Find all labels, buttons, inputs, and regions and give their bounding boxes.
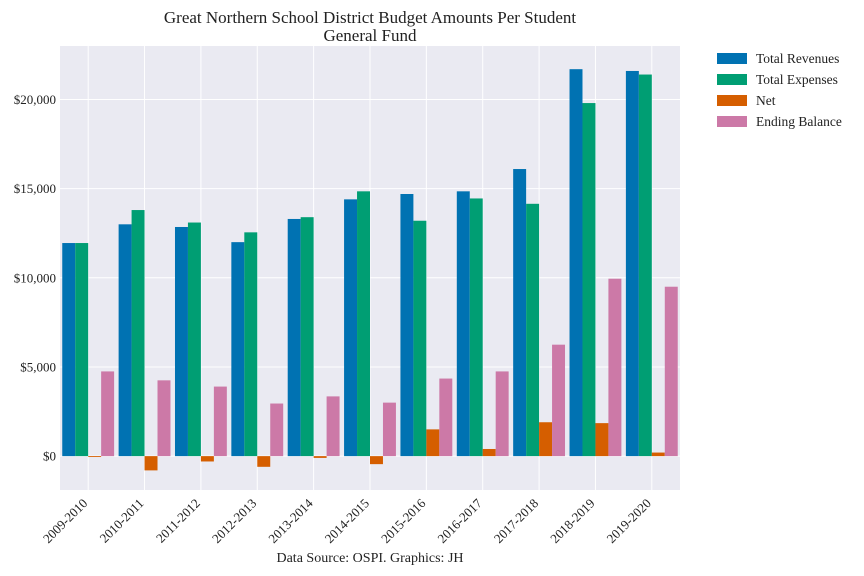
- bar-net: [144, 456, 158, 471]
- bar-ending-balance: [552, 344, 566, 457]
- legend-label: Net: [756, 93, 776, 108]
- x-tick-label: 2015-2016: [378, 495, 429, 546]
- legend-swatch: [717, 74, 747, 85]
- bar-ending-balance: [664, 286, 678, 457]
- bar-net: [595, 423, 609, 457]
- legend-label: Total Revenues: [756, 51, 839, 66]
- bar-net: [539, 422, 553, 457]
- bar-total-revenues: [625, 70, 639, 457]
- bar-ending-balance: [213, 386, 227, 457]
- legend-swatch: [717, 95, 747, 106]
- bar-total-expenses: [469, 198, 483, 457]
- bar-ending-balance: [608, 278, 622, 457]
- x-tick-label: 2010-2011: [97, 496, 147, 546]
- x-tick-label: 2019-2020: [603, 496, 653, 546]
- bar-ending-balance: [382, 402, 396, 457]
- bar-net: [257, 456, 271, 467]
- bar-ending-balance: [326, 396, 340, 457]
- legend-swatch: [717, 53, 747, 64]
- legend-label: Ending Balance: [756, 114, 842, 129]
- bar-total-revenues: [344, 199, 358, 457]
- bar-total-expenses: [638, 74, 652, 457]
- bar-total-revenues: [569, 69, 583, 457]
- x-tick-label: 2017-2018: [491, 496, 541, 546]
- bar-total-revenues: [174, 226, 188, 457]
- bar-ending-balance: [495, 371, 509, 457]
- y-tick-label: $20,000: [14, 92, 56, 107]
- y-axis-ticks: $0 $5,000 $10,000 $15,000 $20,000: [14, 92, 56, 464]
- bar-total-revenues: [62, 243, 76, 457]
- bar-total-revenues: [118, 224, 132, 457]
- bar-total-revenues: [287, 218, 301, 457]
- bar-net: [88, 456, 102, 458]
- bars-group: [62, 69, 678, 471]
- bar-total-revenues: [400, 194, 414, 457]
- bar-net: [651, 452, 665, 457]
- bar-net: [200, 456, 214, 462]
- x-tick-label: 2012-2013: [209, 496, 259, 546]
- bar-ending-balance: [101, 371, 115, 457]
- bar-total-revenues: [231, 242, 245, 457]
- bar-total-expenses: [357, 191, 370, 457]
- x-tick-label: 2016-2017: [434, 495, 485, 546]
- bar-total-expenses: [526, 203, 540, 457]
- bar-total-revenues: [513, 169, 527, 457]
- x-tick-label: 2009-2010: [40, 496, 90, 546]
- chart-title: Great Northern School District Budget Am…: [164, 8, 576, 27]
- bar-total-revenues: [456, 191, 470, 457]
- source-note: Data Source: OSPI. Graphics: JH: [276, 551, 463, 566]
- bar-total-expenses: [75, 243, 89, 457]
- chart-subtitle: General Fund: [323, 26, 417, 45]
- legend: Total Revenues Total Expenses Net Ending Ba…: [717, 51, 842, 129]
- x-axis-ticks: 2009-2010 2010-2011 2011-2012 2012-2013 2013…: [40, 495, 654, 546]
- bar-total-expenses: [187, 222, 201, 457]
- bar-net: [370, 456, 383, 465]
- legend-label: Total Expenses: [756, 72, 838, 87]
- bar-net: [426, 429, 440, 457]
- bar-net: [482, 448, 496, 457]
- x-tick-label: 2014-2015: [322, 496, 372, 546]
- bar-ending-balance: [270, 403, 284, 457]
- x-tick-label: 2011-2012: [153, 496, 203, 546]
- bar-net: [313, 456, 327, 458]
- y-tick-label: $15,000: [14, 181, 56, 196]
- x-tick-label: 2018-2019: [547, 496, 597, 546]
- bar-ending-balance: [439, 378, 453, 457]
- x-tick-label: 2013-2014: [265, 495, 316, 546]
- bar-total-expenses: [131, 210, 145, 457]
- bar-total-expenses: [582, 103, 596, 457]
- bar-total-expenses: [413, 220, 427, 457]
- bar-ending-balance: [157, 380, 171, 457]
- bar-total-expenses: [244, 232, 258, 457]
- y-tick-label: $5,000: [20, 359, 56, 374]
- y-tick-label: $10,000: [14, 270, 56, 285]
- legend-swatch: [717, 116, 747, 127]
- bar-total-expenses: [300, 217, 314, 457]
- y-tick-label: $0: [43, 449, 56, 464]
